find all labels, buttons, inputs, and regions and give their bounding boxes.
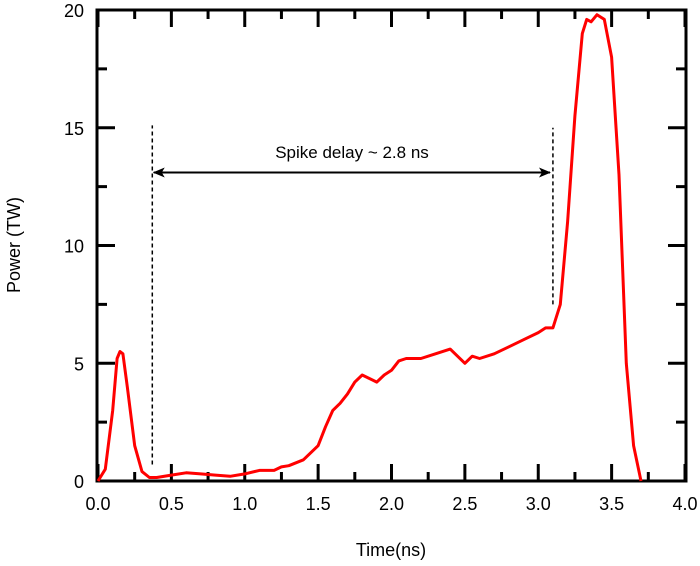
x-tick-label: 1.5 <box>306 494 331 514</box>
x-tick-label: 4.0 <box>672 494 697 514</box>
x-tick-label: 2.5 <box>452 494 477 514</box>
x-tick-label: 0.0 <box>85 494 110 514</box>
plot-frame <box>95 8 688 483</box>
series-line <box>96 13 643 482</box>
y-tick-label: 20 <box>64 1 84 21</box>
x-tick-label: 1.0 <box>232 494 257 514</box>
x-tick-label: 2.0 <box>379 494 404 514</box>
annotation-label: Spike delay ~ 2.8 ns <box>275 143 429 162</box>
x-tick-label: 3.0 <box>526 494 551 514</box>
y-tick-label: 5 <box>74 354 84 374</box>
y-tick-label: 0 <box>74 472 84 492</box>
x-tick-label: 3.5 <box>599 494 624 514</box>
y-tick-label: 10 <box>64 237 84 257</box>
x-tick-label: 0.5 <box>159 494 184 514</box>
y-axis-label: Power (TW) <box>4 197 24 293</box>
x-axis-label: Time(ns) <box>356 540 426 560</box>
y-tick-label: 15 <box>64 119 84 139</box>
